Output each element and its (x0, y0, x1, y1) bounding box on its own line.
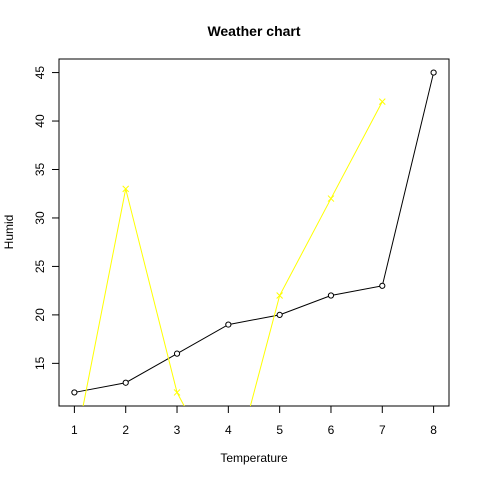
data-point (276, 311, 283, 318)
x-tick-label: 1 (71, 423, 78, 437)
data-point (173, 389, 181, 396)
data-point (276, 292, 284, 299)
data-point (378, 98, 386, 106)
x-tick-label: 5 (276, 423, 283, 437)
x-tick-label: 8 (430, 423, 437, 437)
data-point (122, 185, 130, 193)
data-point (327, 195, 335, 202)
data-point (71, 448, 77, 454)
series-2 (71, 98, 386, 454)
y-tick-label: 15 (33, 356, 47, 370)
series-layer (71, 69, 437, 454)
data-point (122, 379, 129, 386)
y-tick-label: 25 (33, 259, 47, 273)
data-point (71, 389, 78, 396)
data-point (173, 350, 181, 357)
series-line (74, 72, 435, 393)
y-axis-label: Humid (2, 215, 16, 250)
x-tick-label: 6 (328, 423, 335, 437)
data-point (379, 282, 386, 289)
y-axis: 15 20 25 30 35 40 45 (33, 66, 60, 370)
x-tick-label: 4 (225, 423, 232, 437)
x-tick-label: 2 (122, 423, 129, 437)
y-tick-label: 35 (33, 163, 47, 177)
y-tick-label: 45 (33, 66, 47, 80)
y-tick-label: 30 (33, 211, 47, 225)
y-tick-label: 20 (33, 308, 47, 322)
chart-title: Weather chart (207, 23, 300, 39)
x-tick-label: 3 (174, 423, 181, 437)
data-point (430, 69, 437, 76)
x-tick-label: 7 (379, 423, 386, 437)
x-axis-label: Temperature (220, 451, 288, 465)
y-tick-label: 40 (33, 114, 47, 128)
data-point (225, 321, 232, 328)
series-1 (71, 69, 437, 396)
data-point (327, 292, 335, 299)
x-axis: 1 2 3 4 5 6 7 8 (71, 405, 437, 437)
